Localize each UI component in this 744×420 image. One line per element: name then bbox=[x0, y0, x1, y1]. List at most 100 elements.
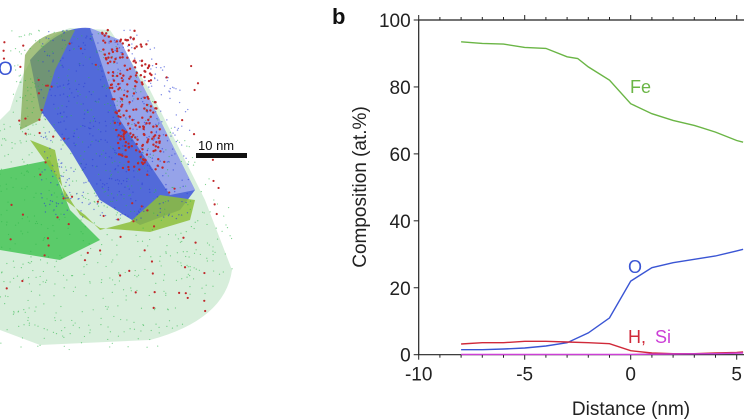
fe-atom bbox=[117, 335, 119, 337]
fe-atom bbox=[52, 331, 55, 333]
o-atom bbox=[110, 157, 113, 159]
fe-atom bbox=[56, 196, 58, 198]
fe-atom bbox=[34, 324, 36, 326]
fe-atom bbox=[30, 256, 32, 258]
h-atom bbox=[111, 50, 115, 54]
fe-atom bbox=[88, 199, 90, 201]
fe-atom bbox=[221, 230, 223, 232]
h-atom bbox=[149, 105, 153, 108]
o-atom bbox=[88, 91, 91, 93]
fe-atom bbox=[55, 203, 58, 205]
fe-atom bbox=[129, 194, 131, 196]
o-atom bbox=[81, 201, 83, 204]
h-atom bbox=[109, 40, 113, 43]
fe-atom bbox=[2, 138, 4, 140]
o-atom bbox=[143, 210, 145, 213]
fe-atom bbox=[70, 115, 72, 117]
h-atom bbox=[126, 56, 129, 59]
o-atom bbox=[151, 160, 154, 163]
fe-atom bbox=[184, 185, 187, 187]
o-atom bbox=[175, 217, 178, 220]
o-atom bbox=[120, 183, 123, 185]
h-atom bbox=[121, 79, 124, 83]
fe-atom bbox=[134, 218, 136, 220]
o-atom bbox=[105, 125, 107, 127]
fe-atom bbox=[101, 243, 103, 246]
o-atom bbox=[171, 215, 173, 217]
fe-atom bbox=[163, 213, 165, 215]
fe-atom bbox=[166, 169, 169, 171]
fe-atom bbox=[168, 320, 171, 322]
fe-atom bbox=[92, 120, 95, 122]
fe-atom bbox=[47, 227, 49, 230]
fe-atom bbox=[47, 53, 49, 55]
o-atom bbox=[44, 132, 47, 134]
o-atom bbox=[127, 45, 129, 47]
fe-atom bbox=[110, 200, 112, 202]
o-atom bbox=[122, 145, 124, 147]
fe-atom bbox=[63, 87, 65, 89]
fe-atom bbox=[113, 315, 115, 318]
fe-atom bbox=[30, 93, 32, 95]
h-atom bbox=[52, 135, 55, 138]
o-atom bbox=[46, 157, 49, 159]
h-atom bbox=[39, 173, 42, 176]
fe-atom bbox=[206, 242, 209, 244]
h-atom bbox=[134, 85, 137, 88]
o-atom bbox=[148, 86, 150, 88]
fe-atom bbox=[110, 104, 112, 107]
o-atom bbox=[73, 170, 75, 173]
h-atom bbox=[122, 137, 126, 141]
fe-atom bbox=[0, 168, 2, 170]
o-atom bbox=[120, 51, 122, 54]
h-atom bbox=[121, 166, 125, 170]
o-atom bbox=[171, 148, 174, 150]
h-atom bbox=[145, 153, 149, 156]
fe-atom bbox=[186, 145, 188, 147]
o-atom bbox=[66, 96, 69, 98]
h-atom bbox=[157, 158, 160, 161]
fe-atom bbox=[103, 85, 105, 88]
fe-atom bbox=[100, 253, 102, 255]
fe-atom bbox=[55, 260, 58, 262]
fe-atom bbox=[38, 88, 41, 91]
o-atom bbox=[102, 75, 104, 78]
o-atom bbox=[110, 178, 113, 180]
fe-atom bbox=[178, 141, 181, 143]
h-atom bbox=[152, 143, 155, 146]
h-atom bbox=[128, 115, 131, 118]
h-atom bbox=[122, 114, 125, 117]
fe-atom bbox=[127, 135, 130, 137]
fe-atom bbox=[33, 96, 35, 99]
fe-atom bbox=[21, 131, 24, 133]
fe-atom bbox=[18, 325, 20, 327]
o-atom bbox=[132, 128, 134, 130]
fe-atom bbox=[70, 153, 72, 155]
o-atom bbox=[89, 122, 91, 124]
o-atom bbox=[80, 163, 82, 165]
fe-atom bbox=[12, 93, 15, 95]
fe-atom bbox=[39, 294, 41, 296]
o-atom bbox=[166, 119, 168, 121]
o-atom bbox=[181, 179, 183, 181]
o-atom bbox=[183, 155, 185, 157]
o-atom bbox=[89, 38, 91, 40]
fe-atom bbox=[26, 107, 28, 109]
h-atom bbox=[115, 128, 118, 132]
fe-atom bbox=[97, 128, 100, 131]
o-atom bbox=[91, 165, 94, 167]
o-atom bbox=[83, 113, 86, 115]
o-atom bbox=[65, 181, 67, 184]
fe-atom bbox=[157, 345, 159, 347]
h-atom bbox=[132, 92, 136, 95]
o-atom bbox=[94, 100, 97, 102]
o-atom bbox=[91, 158, 94, 161]
fe-atom bbox=[90, 35, 92, 37]
fe-atom bbox=[18, 51, 21, 53]
o-atom bbox=[102, 183, 104, 185]
fe-atom bbox=[186, 250, 188, 253]
o-atom bbox=[132, 191, 134, 193]
fe-atom bbox=[167, 233, 170, 236]
h-atom bbox=[142, 125, 145, 128]
h-atom bbox=[108, 86, 112, 90]
